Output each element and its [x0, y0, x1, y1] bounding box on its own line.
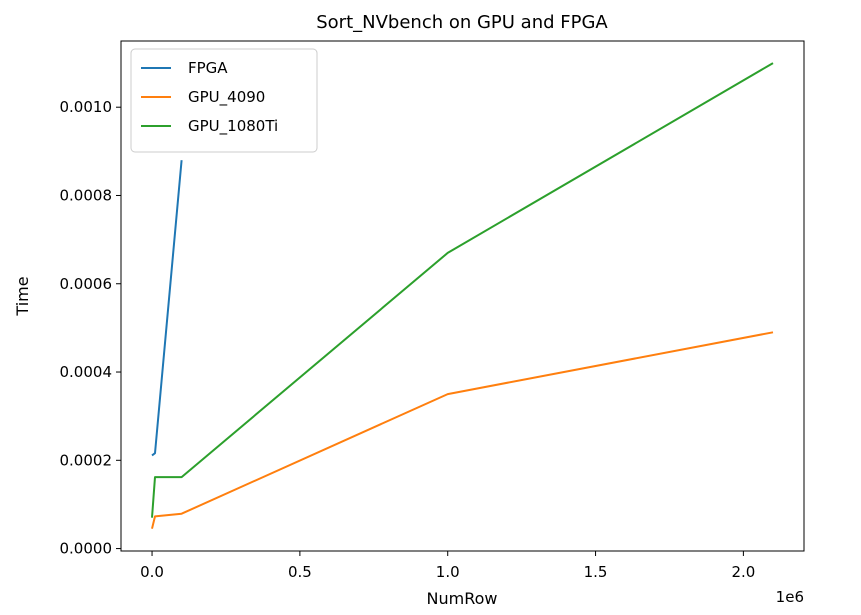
- y-tick-label: 0.0006: [60, 275, 113, 293]
- plot-area: 0.0 0.5 1.0 1.5 2.0 0.0000 0.0002 0.0004 0.0006 0…: [60, 40, 805, 581]
- x-tick-label: 0.5: [288, 563, 312, 581]
- legend-label-fpga: FPGA: [188, 59, 228, 77]
- y-tick-label: 0.0002: [60, 451, 113, 469]
- series-line-gpu-4090: [151, 331, 774, 529]
- y-axis-label: Time: [13, 276, 32, 316]
- legend-label-gpu-4090: GPU_4090: [188, 88, 265, 107]
- legend-box: [130, 48, 318, 153]
- x-axis-offset-label: 1e6: [776, 588, 804, 606]
- x-tick-label: 0.0: [140, 563, 164, 581]
- x-tick-label: 2.0: [731, 563, 755, 581]
- series-line-fpga: [151, 160, 183, 457]
- y-tick-label: 0.0008: [60, 186, 113, 204]
- chart-title: Sort_NVbench on GPU and FPGA: [316, 12, 608, 33]
- series-line-gpu-1080ti: [151, 62, 774, 518]
- y-tick-label: 0.0010: [60, 98, 113, 116]
- x-axis-label: NumRow: [427, 589, 498, 608]
- plot-frame: [120, 40, 805, 552]
- x-tick-label: 1.5: [584, 563, 608, 581]
- legend-label-gpu-1080ti: GPU_1080Ti: [188, 117, 278, 136]
- y-tick-label: 0.0000: [60, 540, 113, 558]
- y-tick-label: 0.0004: [60, 363, 113, 381]
- x-tick-label: 1.0: [436, 563, 460, 581]
- legend: FPGA GPU_4090 GPU_1080Ti: [130, 48, 318, 153]
